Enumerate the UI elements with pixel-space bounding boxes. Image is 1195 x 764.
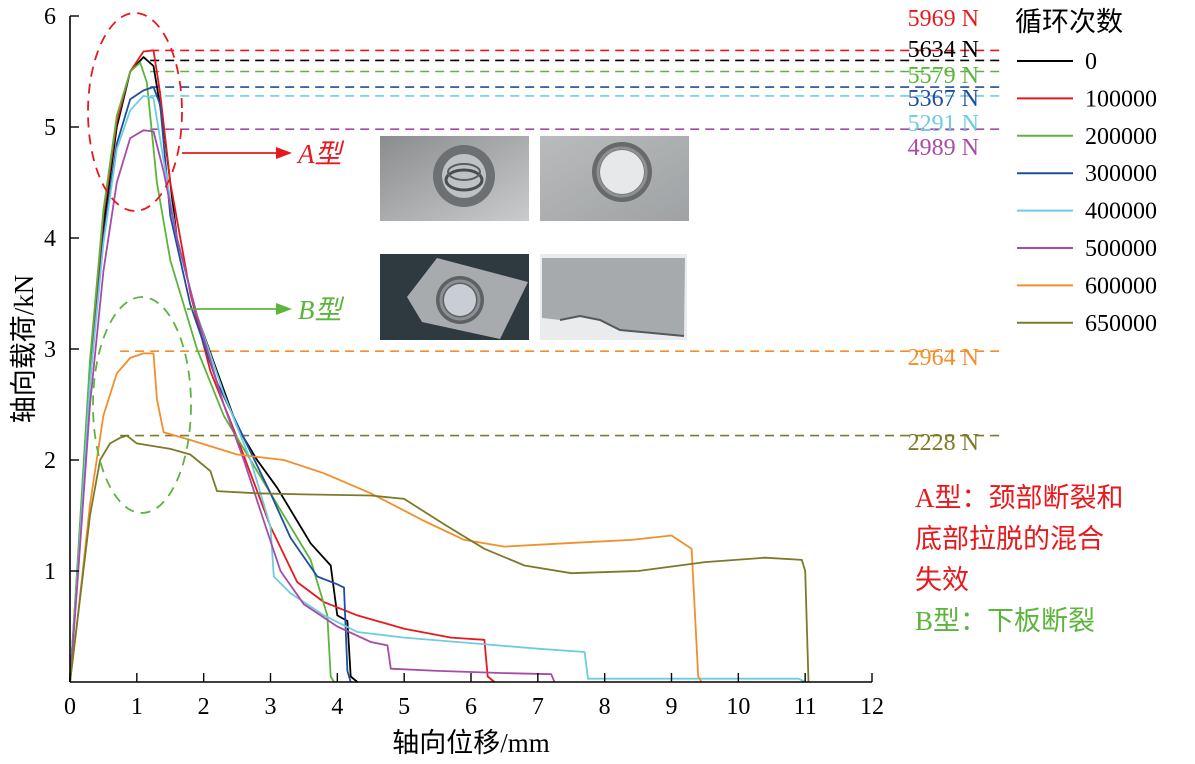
y-tick-label: 1: [44, 559, 56, 585]
x-tick-label: 12: [860, 694, 884, 720]
peak-label: 2964 N: [908, 345, 979, 371]
type-a-arrow: [182, 147, 292, 159]
legend: 循环次数 0 100000 200000 300000 400000 500000 6000…: [1015, 7, 1157, 337]
photo-type-b-left: [380, 254, 529, 340]
type-a-label: A型: [296, 139, 344, 169]
legend-label: 400000: [1085, 199, 1157, 225]
x-tick-label: 6: [465, 694, 477, 720]
photo-type-a-left: [380, 136, 529, 221]
y-axis-title: 轴向载荷/kN: [9, 275, 39, 424]
photo-type-b-right: [540, 254, 687, 340]
photo-type-a-right: [540, 136, 689, 221]
legend-label: 0: [1085, 49, 1097, 75]
note-b: B型：下板断裂: [915, 606, 1095, 636]
peak-label: 5291 N: [908, 111, 979, 137]
series-line-500000: [69, 129, 556, 683]
x-tick-label: 4: [331, 694, 343, 720]
x-tick-label: 8: [599, 694, 611, 720]
y-tick-label: 4: [44, 226, 56, 252]
note-a-line-1: A型：颈部断裂和: [915, 483, 1124, 513]
type-a-ellipse: [87, 12, 183, 212]
legend-label: 200000: [1085, 124, 1157, 150]
peak-label: 5634 N: [908, 37, 979, 63]
type-b-label: B型: [298, 295, 344, 325]
x-tick-label: 9: [666, 694, 678, 720]
series-line-200000: [69, 61, 335, 683]
type-b-ellipse: [92, 296, 192, 514]
y-tick-label: 6: [44, 4, 56, 30]
x-axis-title: 轴向位移/mm: [392, 728, 550, 758]
x-tick-label: 10: [726, 694, 750, 720]
x-tick-label: 2: [198, 694, 210, 720]
peak-label: 4989 N: [908, 135, 979, 161]
x-tick-label: 0: [64, 694, 76, 720]
series-layer: [69, 49, 810, 683]
y-tick-label: 3: [44, 337, 56, 363]
series-line-650000: [69, 434, 810, 683]
y-tick-label: 5: [44, 115, 56, 141]
type-b-arrow: [187, 303, 292, 315]
x-tick-label: 7: [532, 694, 544, 720]
y-tick-label: 2: [44, 448, 56, 474]
legend-label: 100000: [1085, 86, 1157, 112]
x-tick-label: 1: [131, 694, 143, 720]
peak-label: 5579 N: [908, 63, 979, 89]
peak-label: 5969 N: [908, 6, 979, 32]
peak-label: 2228 N: [908, 430, 979, 456]
failure-notes: A型：颈部断裂和 底部拉脱的混合 失效 B型：下板断裂: [915, 483, 1124, 636]
legend-title: 循环次数: [1015, 7, 1123, 37]
x-tick-label: 11: [794, 694, 817, 720]
note-a-line-3: 失效: [915, 565, 969, 595]
legend-label: 300000: [1085, 161, 1157, 187]
legend-label: 500000: [1085, 236, 1157, 262]
x-tick-label: 3: [265, 694, 277, 720]
series-line-600000: [69, 352, 703, 683]
legend-label: 600000: [1085, 273, 1157, 299]
x-tick-label: 5: [398, 694, 410, 720]
peak-reference-lines: [120, 49, 1005, 437]
peak-label: 5367 N: [908, 86, 979, 112]
note-a-line-2: 底部拉脱的混合: [915, 524, 1104, 554]
legend-label: 650000: [1085, 311, 1157, 337]
